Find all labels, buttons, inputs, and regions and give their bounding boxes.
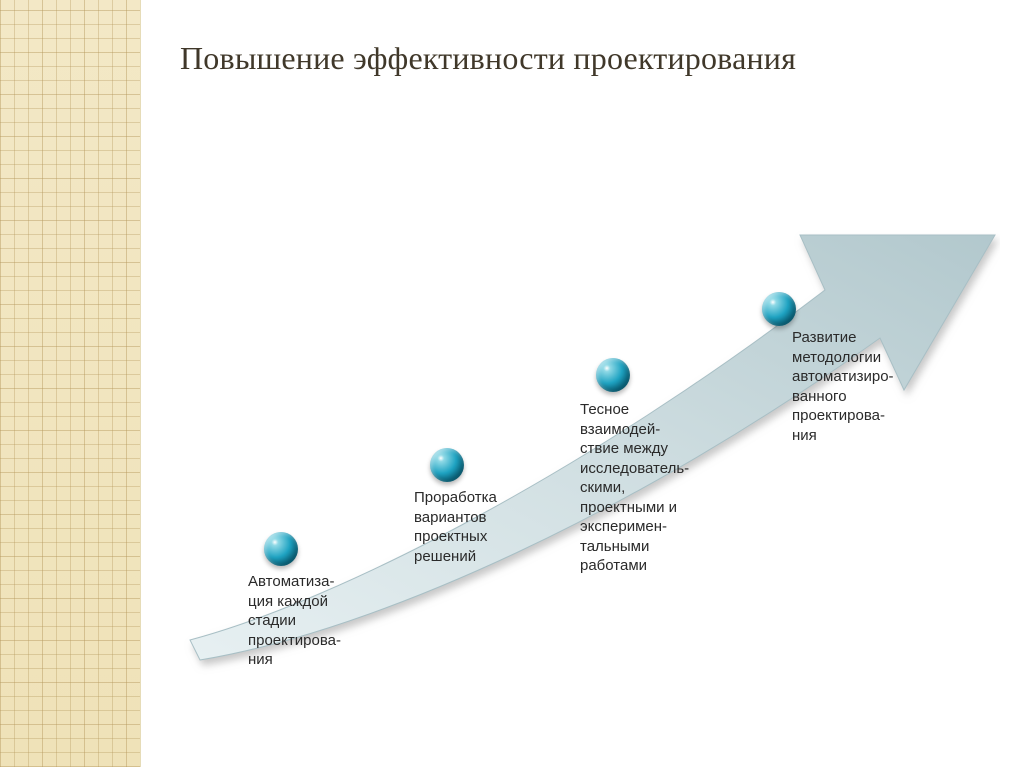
step-label-2: Проработка вариантов проектных решений xyxy=(414,488,544,566)
step-marker-3 xyxy=(596,358,630,392)
step-label-1: Автоматиза- ция каждой стадии проектиров… xyxy=(248,572,378,670)
slide: Повышение эффективности проектирования А… xyxy=(0,0,1024,767)
page-title: Повышение эффективности проектирования xyxy=(180,40,1000,77)
step-marker-4 xyxy=(762,292,796,326)
arrow-diagram: Автоматиза- ция каждой стадии проектиров… xyxy=(160,140,1000,680)
step-marker-1 xyxy=(264,532,298,566)
step-label-4: Развитие методологии автоматизиро- ванно… xyxy=(792,328,942,445)
step-label-3: Тесное взаимодей- ствие между исследоват… xyxy=(580,400,730,576)
sidebar-texture xyxy=(0,0,141,767)
step-marker-2 xyxy=(430,448,464,482)
